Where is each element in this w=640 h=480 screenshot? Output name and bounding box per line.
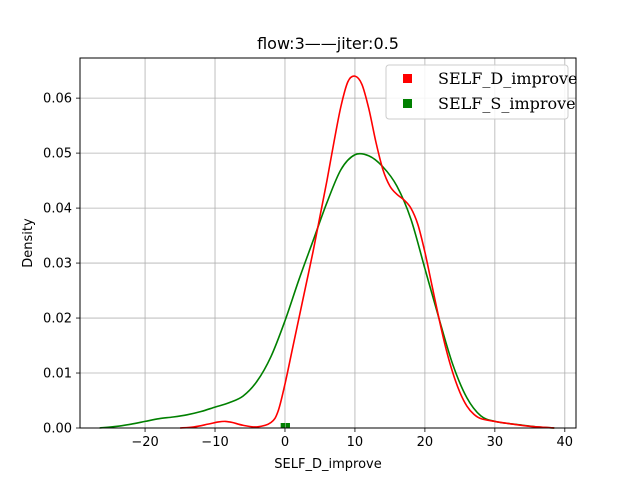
x-axis-label: SELF_D_improve — [274, 457, 381, 472]
x-tick-label: −10 — [201, 435, 228, 450]
rug-mark — [285, 423, 290, 428]
x-tick-label: 20 — [417, 435, 434, 450]
x-tick-label: 40 — [557, 435, 574, 450]
y-tick-label: 0.00 — [43, 422, 72, 437]
axis-ticks: −20 −10 0 10 20 30 40 0.00 0.01 0.02 0.03 0.04 0.05 0… — [43, 92, 573, 450]
legend-label-self-d-improve: SELF_D_improve — [438, 69, 578, 88]
y-axis-label: Density — [21, 218, 36, 268]
legend-swatch-self-s-improve — [403, 99, 412, 108]
x-tick-label: 0 — [281, 435, 289, 450]
series-line-self-d-improve — [179, 75, 555, 429]
x-tick-label: 30 — [487, 435, 504, 450]
plot-frame — [79, 57, 577, 429]
y-tick-label: 0.05 — [43, 147, 72, 162]
y-tick-label: 0.06 — [43, 92, 72, 107]
y-tick-label: 0.04 — [43, 202, 72, 217]
legend-box — [385, 64, 569, 120]
legend-swatch-self-d-improve — [403, 74, 412, 83]
legend-label-self-s-improve: SELF_S_improve — [438, 94, 576, 113]
y-tick-label: 0.01 — [43, 367, 72, 382]
x-tick-label: −20 — [131, 435, 158, 450]
legend: SELF_D_improve SELF_S_improve — [385, 64, 578, 120]
rug-mark — [280, 423, 286, 428]
x-tick-label: 10 — [347, 435, 364, 450]
series-line-self-s-improve — [99, 152, 555, 429]
rug-marks — [280, 423, 290, 428]
series-lines — [99, 75, 555, 429]
y-tick-label: 0.02 — [43, 312, 72, 327]
y-tick-label: 0.03 — [43, 257, 72, 272]
chart-title: flow:3——jiter:0.5 — [257, 34, 399, 53]
